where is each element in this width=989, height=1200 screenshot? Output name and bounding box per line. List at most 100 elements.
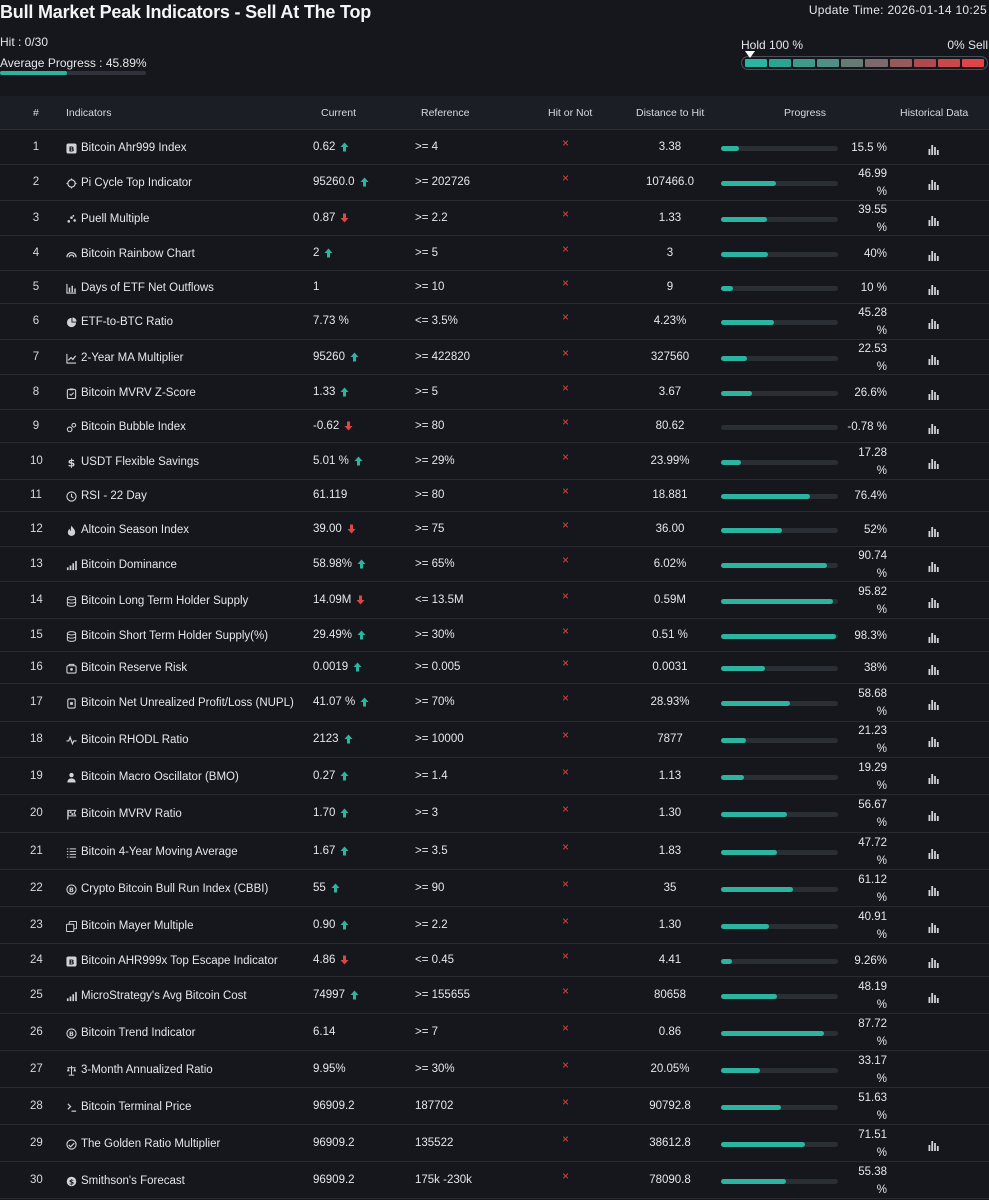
indicator-name[interactable]: 3-Month Annualized Ratio — [81, 1064, 213, 1076]
indicator-cell[interactable]: $ Smithson's Forecast — [66, 1172, 306, 1190]
indicator-name[interactable]: Days of ETF Net Outflows — [81, 282, 214, 294]
indicator-name[interactable]: 2-Year MA Multiplier — [81, 352, 184, 364]
indicator-name[interactable]: Puell Multiple — [81, 213, 150, 225]
indicator-name[interactable]: Crypto Bitcoin Bull Run Index (CBBI) — [81, 883, 269, 895]
indicator-name[interactable]: Bitcoin Trend Indicator — [81, 1027, 196, 1039]
indicator-cell[interactable]: B Bitcoin Trend Indicator — [66, 1024, 306, 1042]
indicator-cell[interactable]: Bitcoin Terminal Price — [66, 1098, 306, 1116]
table-row[interactable]: 8 Bitcoin MVRV Z-Score 1.33 >= 5 × 3.67 26.6% — [0, 375, 989, 410]
indicator-cell[interactable]: Bitcoin Long Term Holder Supply — [66, 592, 306, 610]
indicator-cell[interactable]: Bitcoin Dominance — [66, 556, 306, 574]
table-row[interactable]: 30 $ Smithson's Forecast 96909.2 175k -230k ×… — [0, 1162, 989, 1199]
indicator-name[interactable]: Bitcoin Reserve Risk — [81, 662, 188, 674]
indicator-cell[interactable]: Bitcoin Reserve Risk — [66, 659, 306, 677]
table-row[interactable]: 26 B Bitcoin Trend Indicator 6.14 >= 7 × 0.86 8… — [0, 1014, 989, 1051]
historical-data-icon[interactable] — [928, 734, 939, 747]
historical-data-icon[interactable] — [928, 177, 939, 190]
table-row[interactable]: 4 Bitcoin Rainbow Chart 2 >= 5 × 3 40% — [0, 236, 989, 271]
indicator-cell[interactable]: Bitcoin RHODL Ratio — [66, 731, 306, 749]
col-current[interactable]: Current — [321, 107, 357, 119]
historical-data-icon[interactable] — [928, 883, 939, 896]
indicator-name[interactable]: Bitcoin Ahr999 Index — [81, 142, 187, 154]
table-row[interactable]: 22 B Crypto Bitcoin Bull Run Index (CBBI) 5… — [0, 870, 989, 907]
table-row[interactable]: 23 Bitcoin Mayer Multiple 0.90 >= 2.2 × 1.30 4… — [0, 907, 989, 944]
indicator-cell[interactable]: Bitcoin Short Term Holder Supply(%) — [66, 627, 306, 645]
indicator-name[interactable]: Bitcoin MVRV Z-Score — [81, 387, 196, 399]
historical-data-icon[interactable] — [928, 846, 939, 859]
indicator-name[interactable]: Bitcoin AHR999x Top Escape Indicator — [81, 955, 278, 967]
table-row[interactable]: 24 B Bitcoin AHR999x Top Escape Indicator 4… — [0, 944, 989, 977]
table-row[interactable]: 6 ETF-to-BTC Ratio 7.73 % <= 3.5% × 4.23% 45.2… — [0, 304, 989, 340]
indicator-cell[interactable]: Bitcoin MVRV Ratio — [66, 805, 306, 823]
table-row[interactable]: 1 B Bitcoin Ahr999 Index 0.62 >= 4 × 3.38 15.5 … — [0, 130, 989, 165]
table-row[interactable]: 20 Bitcoin MVRV Ratio 1.70 >= 3 × 1.30 56.67 % — [0, 795, 989, 833]
col-indicators[interactable]: Indicators — [66, 107, 112, 119]
historical-data-icon[interactable] — [928, 990, 939, 1003]
col-reference[interactable]: Reference — [421, 107, 470, 119]
historical-data-icon[interactable] — [928, 630, 939, 643]
table-row[interactable]: 9 Bitcoin Bubble Index -0.62 >= 80 × 80.62 -0.… — [0, 410, 989, 443]
indicator-cell[interactable]: 2-Year MA Multiplier — [66, 349, 306, 367]
indicator-name[interactable]: Bitcoin Long Term Holder Supply — [81, 595, 249, 607]
indicator-cell[interactable]: RSI - 22 Day — [66, 487, 306, 505]
historical-data-icon[interactable] — [928, 920, 939, 933]
indicator-name[interactable]: Bitcoin Mayer Multiple — [81, 920, 194, 932]
table-row[interactable]: 27 3-Month Annualized Ratio 9.95% >= 30% × 20… — [0, 1051, 989, 1088]
indicator-cell[interactable]: Bitcoin Rainbow Chart — [66, 245, 306, 263]
historical-data-icon[interactable] — [928, 248, 939, 261]
historical-data-icon[interactable] — [928, 142, 939, 155]
col-progress[interactable]: Progress — [784, 107, 827, 119]
table-row[interactable]: 5 Days of ETF Net Outflows 1 >= 10 × 9 10 % — [0, 271, 989, 304]
col-hit[interactable]: Hit or Not — [548, 107, 593, 119]
table-row[interactable]: 10 $ USDT Flexible Savings 5.01 % >= 29% × 23.… — [0, 443, 989, 480]
indicator-cell[interactable]: B Crypto Bitcoin Bull Run Index (CBBI) — [66, 880, 306, 898]
indicator-cell[interactable]: Puell Multiple — [66, 210, 306, 228]
table-row[interactable]: 7 2-Year MA Multiplier 95260 >= 422820 × 3275… — [0, 340, 989, 375]
historical-data-icon[interactable] — [928, 808, 939, 821]
historical-data-icon[interactable] — [928, 213, 939, 226]
table-row[interactable]: 14 Bitcoin Long Term Holder Supply 14.09M <… — [0, 582, 989, 619]
table-row[interactable]: 17 Bitcoin Net Unrealized Profit/Loss (NU… — [0, 684, 989, 722]
table-row[interactable]: 2 Pi Cycle Top Indicator 95260.0 >= 202726 ×… — [0, 165, 989, 201]
indicator-cell[interactable]: 3-Month Annualized Ratio — [66, 1061, 306, 1079]
historical-data-icon[interactable] — [928, 316, 939, 329]
historical-data-icon[interactable] — [928, 697, 939, 710]
table-row[interactable]: 18 Bitcoin RHODL Ratio 2123 >= 10000 × 7877 21… — [0, 722, 989, 758]
historical-data-icon[interactable] — [928, 352, 939, 365]
indicator-name[interactable]: Bitcoin RHODL Ratio — [81, 734, 189, 746]
indicator-name[interactable]: Bitcoin Rainbow Chart — [81, 248, 195, 260]
indicator-cell[interactable]: Bitcoin Bubble Index — [66, 418, 306, 436]
historical-data-icon[interactable] — [928, 421, 939, 434]
indicator-name[interactable]: RSI - 22 Day — [81, 490, 147, 502]
indicator-name[interactable]: ETF-to-BTC Ratio — [81, 316, 174, 328]
indicator-name[interactable]: Bitcoin Terminal Price — [81, 1101, 192, 1113]
table-row[interactable]: 29 The Golden Ratio Multiplier 96909.2 1355… — [0, 1125, 989, 1162]
indicator-name[interactable]: MicroStrategy's Avg Bitcoin Cost — [81, 990, 247, 1002]
indicator-name[interactable]: Bitcoin MVRV Ratio — [81, 808, 182, 820]
indicator-cell[interactable]: ETF-to-BTC Ratio — [66, 313, 306, 331]
indicator-name[interactable]: Bitcoin Net Unrealized Profit/Loss (NUPL… — [81, 697, 294, 709]
indicator-cell[interactable]: $ USDT Flexible Savings — [66, 453, 306, 471]
indicator-cell[interactable]: Bitcoin Net Unrealized Profit/Loss (NUPL… — [66, 694, 306, 712]
indicator-cell[interactable]: Bitcoin Mayer Multiple — [66, 917, 306, 935]
indicator-name[interactable]: Pi Cycle Top Indicator — [81, 177, 193, 189]
table-row[interactable]: 28 Bitcoin Terminal Price 96909.2 187702 × 90… — [0, 1088, 989, 1125]
indicator-cell[interactable]: B Bitcoin AHR999x Top Escape Indicator — [66, 952, 306, 970]
historical-data-icon[interactable] — [928, 771, 939, 784]
table-row[interactable]: 19 Bitcoin Macro Oscillator (BMO) 0.27 >= 1… — [0, 758, 989, 795]
table-row[interactable]: 21 Bitcoin 4-Year Moving Average 1.67 >= 3.… — [0, 833, 989, 870]
indicator-cell[interactable]: B Bitcoin Ahr999 Index — [66, 139, 306, 157]
indicator-name[interactable]: The Golden Ratio Multiplier — [81, 1138, 221, 1150]
historical-data-icon[interactable] — [928, 456, 939, 469]
table-row[interactable]: 16 Bitcoin Reserve Risk 0.0019 >= 0.005 × 0.0… — [0, 652, 989, 684]
indicator-cell[interactable]: Bitcoin Macro Oscillator (BMO) — [66, 768, 306, 786]
historical-data-icon[interactable] — [928, 662, 939, 675]
indicator-cell[interactable]: Bitcoin 4-Year Moving Average — [66, 843, 306, 861]
indicator-name[interactable]: Altcoin Season Index — [81, 524, 190, 536]
historical-data-icon[interactable] — [928, 282, 939, 295]
indicator-name[interactable]: Bitcoin Macro Oscillator (BMO) — [81, 771, 239, 783]
historical-data-icon[interactable] — [928, 524, 939, 537]
historical-data-icon[interactable] — [928, 595, 939, 608]
table-row[interactable]: 13 Bitcoin Dominance 58.98% >= 65% × 6.02% 90.… — [0, 547, 989, 582]
indicator-name[interactable]: Bitcoin 4-Year Moving Average — [81, 846, 238, 858]
